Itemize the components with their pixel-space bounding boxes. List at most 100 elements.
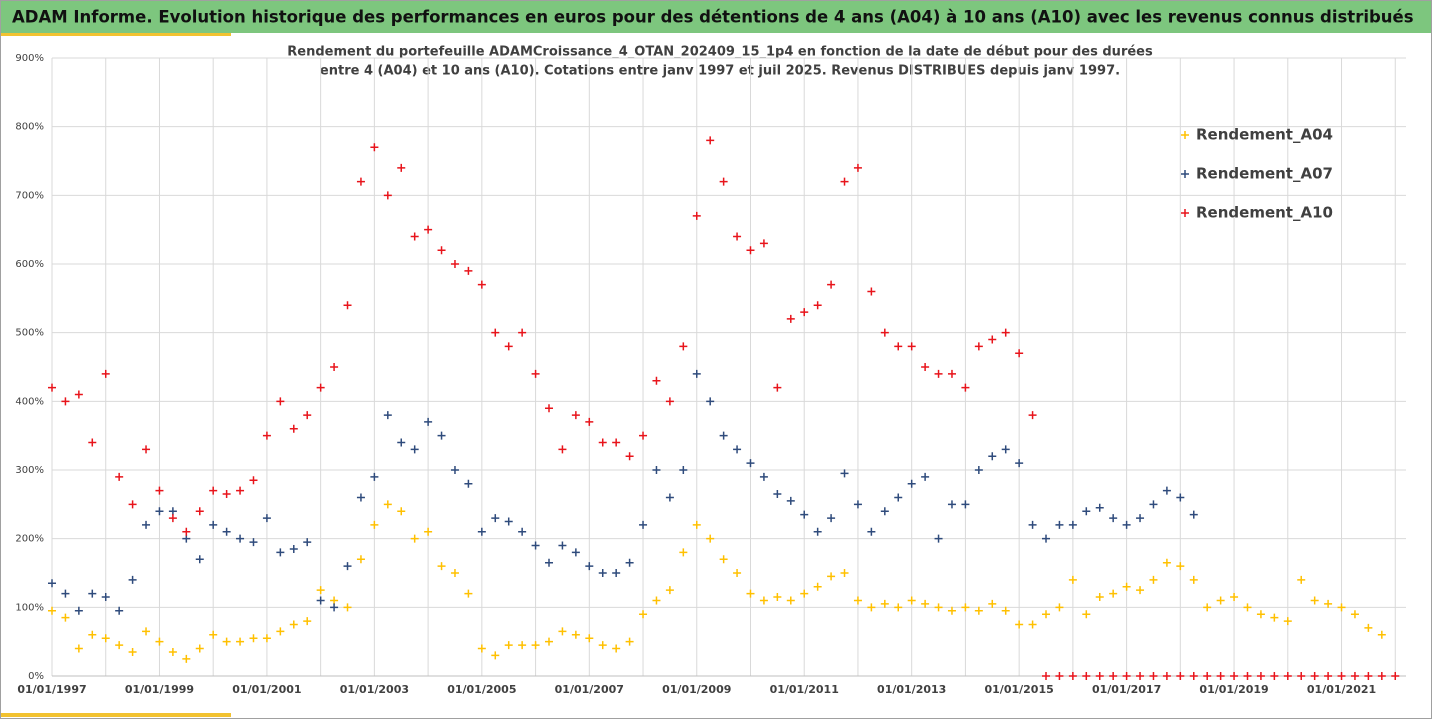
marker xyxy=(988,452,997,461)
marker xyxy=(1364,672,1373,680)
marker xyxy=(1149,575,1158,584)
y-tick-label: 300% xyxy=(15,465,44,476)
marker xyxy=(1162,558,1171,567)
marker xyxy=(934,534,943,543)
marker xyxy=(733,569,742,577)
marker xyxy=(195,644,204,653)
marker xyxy=(316,586,325,595)
marker xyxy=(182,527,191,536)
marker xyxy=(813,301,822,310)
marker xyxy=(733,445,742,454)
x-tick-label: 01/01/1999 xyxy=(125,683,194,696)
marker xyxy=(518,527,527,536)
marker xyxy=(598,641,607,650)
marker xyxy=(168,514,177,523)
marker xyxy=(289,620,298,629)
marker xyxy=(142,445,151,454)
marker xyxy=(1095,593,1104,602)
marker xyxy=(894,603,903,612)
y-tick-label: 700% xyxy=(15,190,44,201)
marker xyxy=(706,397,715,406)
legend-marker xyxy=(1181,209,1189,217)
x-tick-label: 01/01/2011 xyxy=(770,683,839,696)
x-tick-label: 01/01/2021 xyxy=(1307,683,1376,696)
marker xyxy=(504,517,513,526)
marker xyxy=(397,507,406,516)
header-bar xyxy=(1,1,1431,33)
marker xyxy=(531,369,540,378)
marker xyxy=(679,342,688,351)
marker xyxy=(236,637,245,646)
marker xyxy=(88,438,97,447)
y-tick-label: 400% xyxy=(15,396,44,407)
marker xyxy=(974,342,983,351)
marker xyxy=(464,479,473,488)
marker xyxy=(142,520,151,529)
marker xyxy=(1256,610,1265,619)
marker xyxy=(934,603,943,612)
marker xyxy=(1203,672,1212,680)
marker xyxy=(585,634,594,643)
marker xyxy=(894,493,903,502)
marker xyxy=(1283,617,1292,626)
marker xyxy=(504,641,513,650)
marker xyxy=(1176,493,1185,502)
marker xyxy=(625,637,634,646)
marker xyxy=(625,452,634,461)
marker xyxy=(74,606,83,615)
marker xyxy=(921,363,930,371)
marker xyxy=(894,342,903,351)
marker xyxy=(424,527,433,536)
marker xyxy=(598,569,607,577)
marker xyxy=(1095,672,1104,680)
marker xyxy=(1162,672,1171,680)
marker xyxy=(491,328,500,337)
marker xyxy=(182,534,191,543)
marker xyxy=(652,466,661,474)
marker xyxy=(1324,672,1333,680)
marker xyxy=(437,562,446,571)
marker xyxy=(437,431,446,440)
marker xyxy=(303,411,312,420)
x-tick-label: 01/01/2017 xyxy=(1092,683,1161,696)
marker xyxy=(464,266,473,275)
marker xyxy=(988,599,997,608)
marker xyxy=(1068,672,1077,680)
marker xyxy=(853,163,862,172)
header-title: ADAM Informe. Evolution historique des p… xyxy=(12,8,1414,27)
marker xyxy=(1337,603,1346,612)
marker xyxy=(880,328,889,337)
marker xyxy=(867,603,876,612)
y-tick-label: 0% xyxy=(28,671,44,682)
x-tick-label: 01/01/2001 xyxy=(232,683,301,696)
marker xyxy=(1176,562,1185,571)
marker xyxy=(974,606,983,615)
marker xyxy=(1068,520,1077,529)
marker xyxy=(612,644,621,653)
marker xyxy=(289,424,298,433)
marker xyxy=(719,431,728,440)
marker xyxy=(61,589,70,598)
marker xyxy=(1149,672,1158,680)
marker xyxy=(410,232,419,241)
marker xyxy=(1216,672,1225,680)
marker xyxy=(383,191,392,200)
marker xyxy=(545,637,554,646)
y-tick-label: 800% xyxy=(15,122,44,133)
marker xyxy=(612,569,621,577)
marker xyxy=(639,610,648,619)
marker xyxy=(733,232,742,241)
marker xyxy=(531,541,540,550)
marker xyxy=(410,534,419,543)
marker xyxy=(759,596,768,605)
marker xyxy=(706,136,715,145)
marker xyxy=(155,486,164,495)
marker xyxy=(397,438,406,447)
marker xyxy=(827,572,836,581)
marker xyxy=(853,500,862,509)
marker xyxy=(1256,672,1265,680)
marker xyxy=(665,397,674,406)
marker xyxy=(1297,575,1306,584)
marker xyxy=(397,163,406,172)
